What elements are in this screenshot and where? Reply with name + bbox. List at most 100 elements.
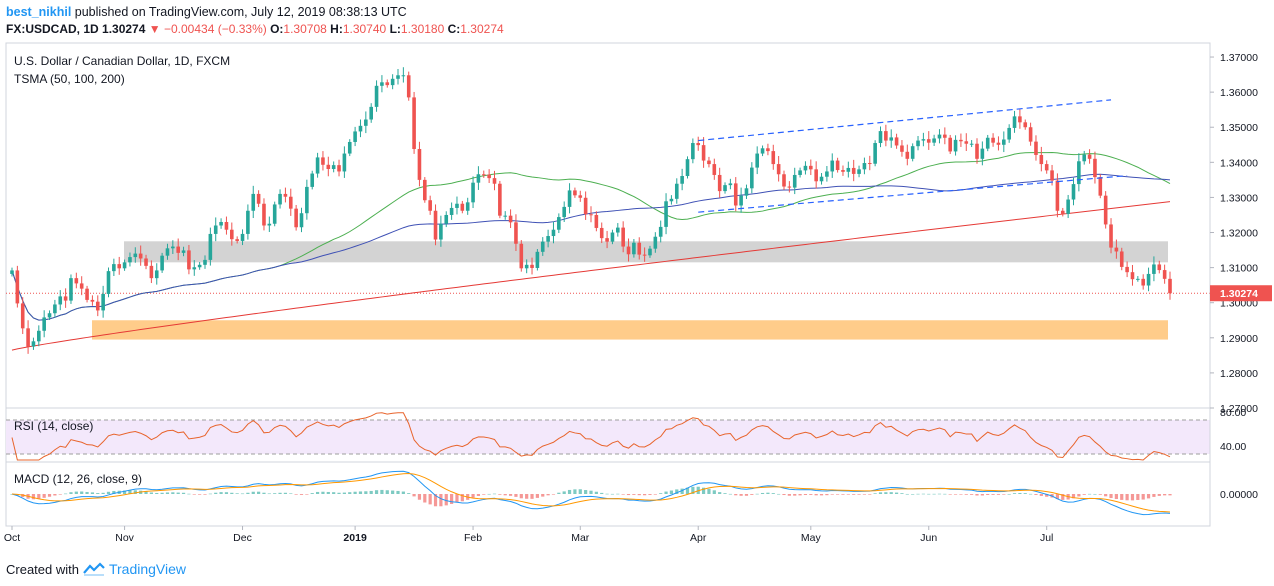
candle-body xyxy=(106,271,111,294)
macd-histogram-bar xyxy=(546,494,550,496)
candle-body xyxy=(567,190,572,207)
candle-body xyxy=(165,248,170,256)
macd-histogram-bar xyxy=(1077,494,1081,497)
macd-histogram-bar xyxy=(417,494,422,500)
candle-body xyxy=(712,164,717,175)
candle-body xyxy=(1028,127,1033,142)
candle-body xyxy=(1012,116,1017,128)
candle-body xyxy=(964,141,969,144)
candle-body xyxy=(830,160,835,172)
candle-body xyxy=(557,217,561,230)
macd-histogram-bar xyxy=(659,493,663,494)
macd-histogram-bar xyxy=(712,490,716,494)
time-tick-label: Jun xyxy=(920,532,937,544)
open-value: 1.30708 xyxy=(283,22,327,36)
macd-histogram-bar xyxy=(219,492,223,494)
price-tick-label: 1.36000 xyxy=(1220,87,1258,99)
time-axis[interactable]: Oct Nov Dec 2019 Feb Mar Apr May Jun Jul xyxy=(4,525,1210,544)
tradingview-brand[interactable]: TradingView xyxy=(108,561,187,577)
macd-histogram-bar xyxy=(1157,494,1161,496)
macd-histogram-bar xyxy=(374,490,379,494)
symbol-name: FX:USDCAD, 1D xyxy=(6,22,99,36)
macd-histogram-bar xyxy=(594,491,598,494)
candle-body xyxy=(910,146,915,159)
macd-histogram-bar xyxy=(685,487,690,494)
candle-body xyxy=(573,190,577,196)
rsi-pane[interactable]: RSI (14, close) xyxy=(5,407,1211,463)
candle-body xyxy=(63,296,68,301)
macd-histogram-bar xyxy=(299,494,304,495)
candle-body xyxy=(996,142,1001,145)
candle-body xyxy=(980,148,985,159)
candle-body xyxy=(256,193,261,204)
candle-body xyxy=(433,210,438,240)
candle-body xyxy=(95,301,100,311)
candle-body xyxy=(1077,161,1081,185)
macd-histogram-bar xyxy=(1018,492,1022,494)
low-label: L: xyxy=(389,22,401,36)
macd-histogram-bar xyxy=(224,492,229,494)
macd-histogram-bar xyxy=(991,494,995,495)
candle-body xyxy=(916,140,920,147)
macd-histogram-bar xyxy=(155,492,159,494)
candle-body xyxy=(519,243,524,269)
macd-histogram-bar xyxy=(680,488,684,494)
candle-body xyxy=(417,148,422,180)
tradingview-logo-icon xyxy=(83,562,105,576)
macd-histogram-bar xyxy=(444,494,448,506)
candle-body xyxy=(412,97,416,149)
price-pane[interactable]: U.S. Dollar / Canadian Dollar, 1D, FXCM … xyxy=(5,42,1211,409)
candle-body xyxy=(310,173,315,187)
macd-histogram-bar xyxy=(187,493,191,495)
macd-histogram-bar xyxy=(214,492,218,494)
candle-body xyxy=(900,145,904,152)
macd-histogram-bar xyxy=(878,492,883,494)
candle-body xyxy=(1066,199,1070,214)
candle-body xyxy=(691,143,695,160)
candle-body xyxy=(154,270,159,279)
rsi-label: RSI (14, close) xyxy=(14,419,93,433)
macd-histogram-bar xyxy=(1130,494,1135,501)
candle-body xyxy=(197,264,202,268)
candle-body xyxy=(342,153,347,172)
candle-body xyxy=(814,169,818,182)
macd-pane[interactable]: MACD (12, 26, close, 9) xyxy=(5,461,1211,527)
candle-body xyxy=(937,134,942,139)
candle-body xyxy=(1060,210,1065,214)
candle-body xyxy=(959,139,963,142)
macd-histogram-bar xyxy=(739,494,743,496)
macd-histogram-bar xyxy=(176,492,180,494)
candle-body xyxy=(160,255,164,271)
last-price-value: 1.30274 xyxy=(1220,288,1258,300)
macd-histogram-bar xyxy=(471,494,475,498)
macd-histogram-bar xyxy=(181,492,186,494)
candle-body xyxy=(396,75,400,79)
macd-histogram-bar xyxy=(385,490,389,494)
macd-histogram-bar xyxy=(921,493,925,495)
macd-histogram-bar xyxy=(101,492,105,494)
macd-histogram-bar xyxy=(128,490,132,494)
macd-histogram-bar xyxy=(610,493,615,495)
macd-histogram-bar xyxy=(315,491,320,494)
macd-histogram-bar xyxy=(1109,494,1113,499)
candle-body xyxy=(90,299,95,302)
publisher-name[interactable]: best_nikhil xyxy=(6,5,72,19)
candle-body xyxy=(798,170,802,175)
footer: Created with TradingView xyxy=(6,561,186,577)
candle-body xyxy=(621,227,625,247)
candle-body xyxy=(74,278,79,284)
macd-histogram-bar xyxy=(257,491,261,494)
macd-histogram-bar xyxy=(31,494,36,500)
price-axis[interactable]: 1.37000 1.36000 1.35000 1.34000 1.33000 1.320… xyxy=(1209,43,1272,526)
time-tick-label: May xyxy=(801,532,822,544)
candle-body xyxy=(299,213,304,228)
candle-body xyxy=(985,137,990,149)
candle-body xyxy=(331,165,336,169)
candle-body xyxy=(20,303,25,329)
macd-histogram-bar xyxy=(862,494,867,495)
candle-body xyxy=(133,253,138,258)
candle-body xyxy=(739,195,743,206)
macd-histogram-bar xyxy=(53,494,57,496)
macd-histogram-bar xyxy=(476,494,481,496)
